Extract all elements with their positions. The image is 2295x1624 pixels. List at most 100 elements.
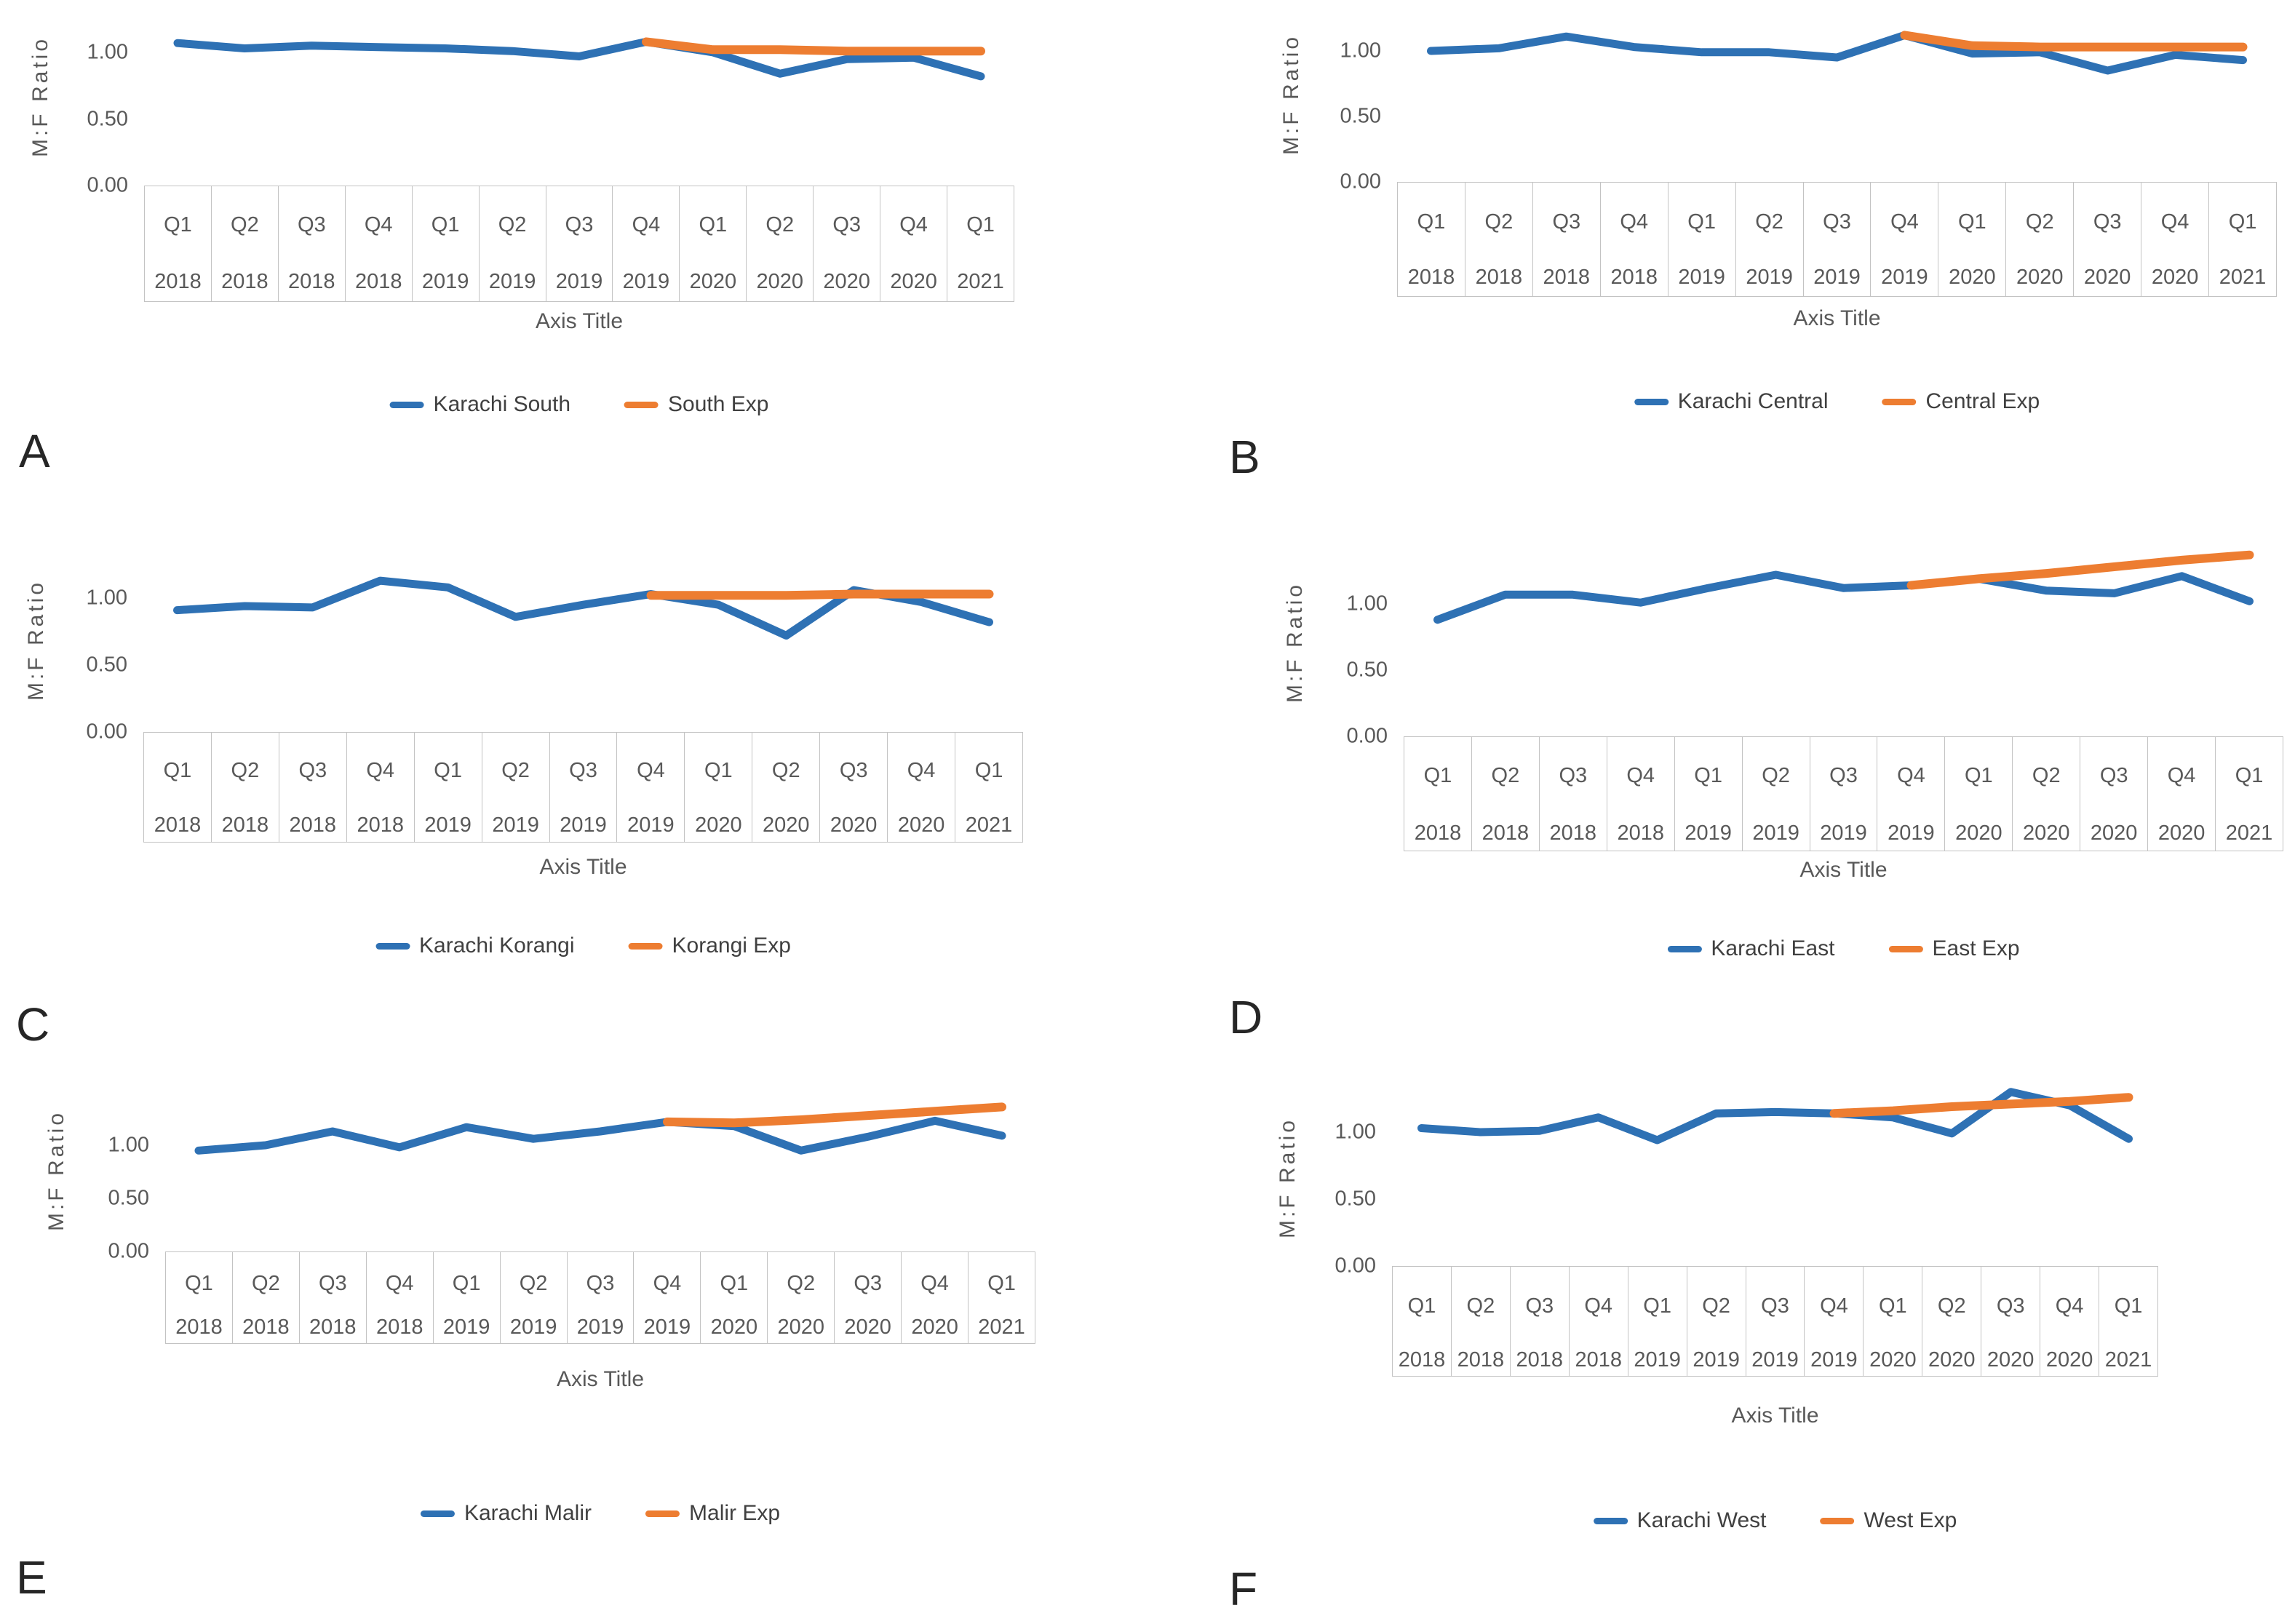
legend-item: Karachi Korangi bbox=[375, 934, 575, 958]
x-axis-cell: Q4 2020 bbox=[902, 1252, 969, 1343]
x-axis-cell: Q4 2019 bbox=[1805, 1267, 1864, 1376]
x-axis-title: Axis Title bbox=[1793, 306, 1881, 330]
x-axis-quarter-label: Q4 bbox=[920, 1272, 949, 1295]
y-tick-label: 0.00 bbox=[1340, 170, 1381, 194]
legend-item: East Exp bbox=[1888, 936, 2020, 961]
x-axis-year-label: 2019 bbox=[509, 1315, 557, 1339]
x-axis-year-label: 2020 bbox=[2083, 266, 2131, 289]
x-axis-quarter-label: Q3 bbox=[832, 213, 862, 236]
legend: Karachi West West Exp bbox=[1593, 1508, 1957, 1533]
x-axis-quarter-label: Q1 bbox=[720, 1272, 749, 1295]
x-axis-cell: Q3 2018 bbox=[1533, 183, 1601, 296]
x-axis-quarter-label: Q2 bbox=[2032, 764, 2061, 787]
series-line-west-exp bbox=[1829, 1093, 2133, 1118]
legend-label: Karachi South bbox=[433, 392, 571, 416]
panel-letter: D bbox=[1229, 991, 1263, 1043]
x-axis-quarter-label: Q3 bbox=[1996, 1294, 2025, 1318]
y-tick-label: 0.50 bbox=[1346, 658, 1388, 682]
y-axis-title: M:F Ratio bbox=[1283, 581, 1307, 704]
x-axis-quarter-label: Q1 bbox=[164, 213, 192, 236]
x-axis-cell: Q2 2020 bbox=[747, 186, 814, 301]
x-axis-cell: Q1 2018 bbox=[1398, 183, 1465, 296]
legend-item: Malir Exp bbox=[645, 1501, 780, 1526]
x-axis-year-label: 2021 bbox=[957, 270, 1004, 293]
chart-panel-c: M:F Ratio 1.00 0.50 0.00 Q1 2018 Q2 2018 Q3 2… bbox=[0, 541, 1148, 1083]
x-axis-quarter-label: Q4 bbox=[899, 213, 928, 236]
legend-item: Karachi East bbox=[1667, 936, 1835, 961]
line-plot bbox=[1433, 550, 2254, 624]
y-tick-label: 0.50 bbox=[1335, 1187, 1376, 1211]
legend-item: Karachi South bbox=[389, 392, 571, 417]
x-axis-quarter-label: Q1 bbox=[1687, 210, 1716, 234]
legend-label: Karachi Malir bbox=[464, 1501, 592, 1525]
x-axis-title: Axis Title bbox=[1731, 1404, 1819, 1428]
x-axis-year-label: 2019 bbox=[643, 1315, 691, 1339]
x-axis-year-label: 2020 bbox=[844, 1315, 891, 1339]
legend-swatch-expected bbox=[628, 942, 663, 950]
line-plot bbox=[194, 1102, 1006, 1155]
x-axis-year-label: 2018 bbox=[309, 1315, 357, 1339]
x-axis-quarter-label: Q4 bbox=[1897, 764, 1925, 787]
x-axis-quarter-label: Q3 bbox=[1552, 210, 1581, 234]
y-tick-label: 1.00 bbox=[86, 586, 127, 610]
x-axis-quarter-label: Q2 bbox=[771, 759, 800, 782]
x-axis-quarter-label: Q1 bbox=[452, 1272, 481, 1295]
x-axis-year-label: 2018 bbox=[175, 1315, 223, 1339]
y-tick-label: 0.50 bbox=[1340, 104, 1381, 128]
x-axis-cell: Q3 2018 bbox=[300, 1252, 367, 1343]
x-axis-year-label: 2018 bbox=[375, 1315, 423, 1339]
legend-item: Karachi West bbox=[1593, 1508, 1767, 1533]
x-axis-quarter-label: Q1 bbox=[1423, 764, 1452, 787]
x-axis-quarter-label: Q4 bbox=[1620, 210, 1649, 234]
x-axis-title: Axis Title bbox=[535, 309, 624, 333]
x-axis-labels: Q1 2018 Q2 2018 Q3 2018 Q4 2018 Q1 2019 Q2 2019 Q3 20… bbox=[1397, 182, 2277, 297]
x-axis-cell: Q3 2018 bbox=[279, 186, 346, 301]
x-axis-quarter-label: Q1 bbox=[185, 1272, 213, 1295]
x-axis-quarter-label: Q2 bbox=[1702, 1294, 1730, 1318]
x-axis-cell: Q1 2021 bbox=[2216, 737, 2283, 851]
legend-swatch-actual bbox=[1634, 398, 1668, 405]
x-axis-year-label: 2018 bbox=[1414, 821, 1462, 845]
x-axis-cell: Q2 2018 bbox=[1465, 183, 1533, 296]
x-axis-cell: Q1 2018 bbox=[145, 186, 212, 301]
x-axis-cell: Q2 2020 bbox=[1922, 1267, 1982, 1376]
x-axis-cell: Q3 2018 bbox=[1540, 737, 1607, 851]
x-axis-year-label: 2021 bbox=[2104, 1348, 2152, 1372]
legend-swatch-actual bbox=[420, 1510, 455, 1517]
x-axis-year-label: 2019 bbox=[1813, 266, 1861, 289]
series-line-karachi-south bbox=[173, 37, 985, 81]
legend: Karachi East East Exp bbox=[1667, 936, 2020, 961]
y-tick-label: 0.00 bbox=[108, 1239, 149, 1263]
y-axis-title: M:F Ratio bbox=[1276, 1117, 1300, 1239]
x-axis-year-label: 2019 bbox=[1634, 1348, 1681, 1372]
x-axis-quarter-label: Q2 bbox=[765, 213, 795, 236]
x-axis-year-label: 2019 bbox=[421, 270, 469, 293]
x-axis-quarter-label: Q3 bbox=[318, 1272, 347, 1295]
x-axis-year-label: 2018 bbox=[1516, 1348, 1564, 1372]
legend-item: Karachi Central bbox=[1634, 389, 1829, 414]
x-axis-cell: Q3 2020 bbox=[814, 186, 881, 301]
x-axis-year-label: 2018 bbox=[1398, 1348, 1446, 1372]
x-axis-year-label: 2019 bbox=[1685, 821, 1732, 845]
x-axis-cell: Q3 2020 bbox=[835, 1252, 902, 1343]
x-axis-title: Axis Title bbox=[1799, 858, 1888, 882]
x-axis-year-label: 2018 bbox=[1549, 821, 1597, 845]
x-axis-year-label: 2020 bbox=[1928, 1348, 1976, 1372]
x-axis-cell: Q4 2019 bbox=[634, 1252, 701, 1343]
x-axis-cell: Q2 2019 bbox=[482, 733, 550, 842]
x-axis-quarter-label: Q2 bbox=[1755, 210, 1783, 234]
x-axis-quarter-label: Q4 bbox=[385, 1272, 414, 1295]
x-axis-year-label: 2018 bbox=[357, 813, 404, 837]
series-line-east-exp bbox=[1906, 550, 2254, 590]
legend-item: Central Exp bbox=[1882, 389, 2040, 414]
x-axis-cell: Q4 2020 bbox=[880, 186, 948, 301]
chart-panel-d: M:F Ratio 1.00 0.50 0.00 Q1 2018 Q2 2018 Q3 2… bbox=[1148, 541, 2295, 1083]
panel-letter: B bbox=[1229, 431, 1260, 483]
y-tick-label: 1.00 bbox=[108, 1133, 149, 1157]
x-axis-year-label: 2019 bbox=[1693, 1348, 1740, 1372]
x-axis-year-label: 2020 bbox=[897, 813, 945, 837]
x-axis-cell: Q3 2018 bbox=[1511, 1267, 1570, 1376]
x-axis-year-label: 2020 bbox=[689, 270, 737, 293]
x-axis-quarter-label: Q2 bbox=[1937, 1294, 1966, 1318]
x-axis-year-label: 2019 bbox=[555, 270, 603, 293]
